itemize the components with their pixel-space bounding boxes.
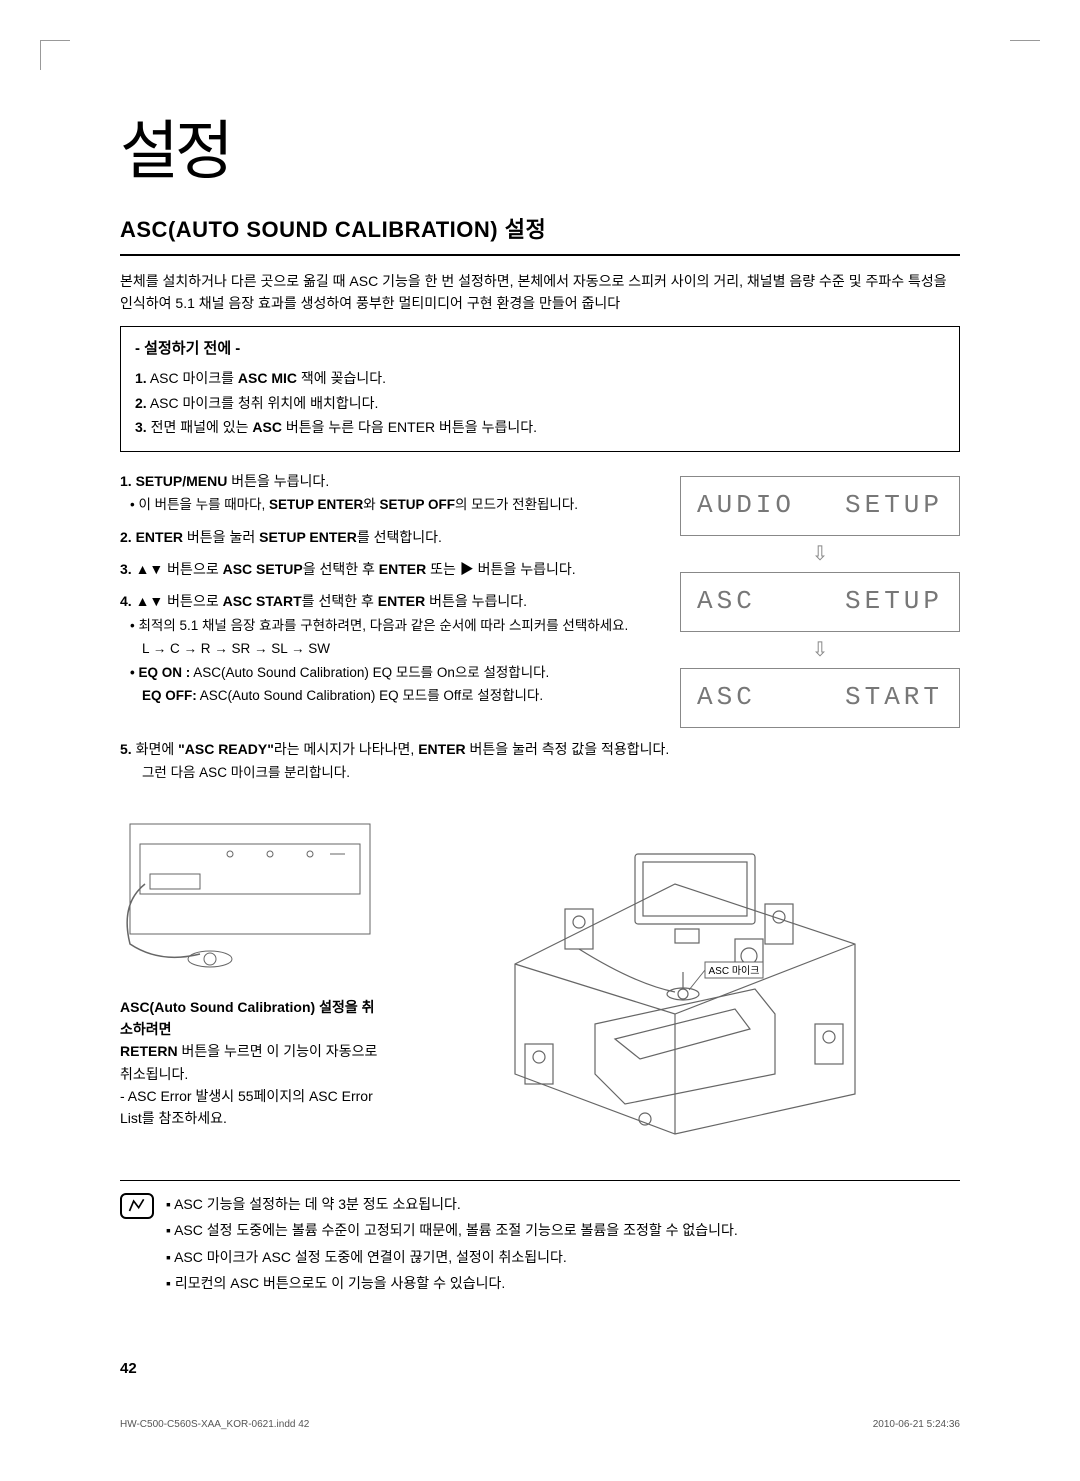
footer-file: HW-C500-C560S-XAA_KOR-0621.indd 42	[120, 1417, 309, 1433]
cancel-line-2: - ASC Error 발생시 55페이지의 ASC Error List를 참…	[120, 1085, 380, 1130]
step-4-bullet-1: • 최적의 5.1 채널 음장 효과를 구현하려면, 다음과 같은 순서에 따라…	[120, 615, 660, 637]
pre-step-1: 1. ASC 마이크를 ASC MIC 잭에 꽂습니다.	[135, 367, 945, 389]
step-5: 5. 화면에 "ASC READY"라는 메시지가 나타나면, ENTER 버튼…	[120, 738, 960, 784]
step-5-block: 5. 화면에 "ASC READY"라는 메시지가 나타나면, ENTER 버튼…	[120, 738, 960, 784]
room-diagram: ASC 마이크	[410, 814, 960, 1150]
page-title: 설정	[120, 100, 960, 202]
step-4: 4. ▲▼ 버튼으로 ASC START를 선택한 후 ENTER 버튼을 누릅…	[120, 590, 660, 707]
display-audio-setup: AUDIO SETUP	[680, 476, 960, 536]
eq-on: • EQ ON : ASC(Auto Sound Calibration) EQ…	[120, 662, 660, 684]
pre-step-2: 2. ASC 마이크를 청취 위치에 배치합니다.	[135, 392, 945, 414]
display-asc-setup: ASC SETUP	[680, 572, 960, 632]
crop-mark	[40, 40, 70, 70]
note-item: ASC 기능을 설정하는 데 약 3분 정도 소요됩니다.	[166, 1193, 960, 1215]
device-diagram: ASC(Auto Sound Calibration) 설정을 취소하려면 RE…	[120, 814, 380, 1130]
page-number: 42	[120, 1357, 137, 1381]
section-title: ASC(AUTO SOUND CALIBRATION) 설정	[120, 212, 960, 255]
step-2: 2. ENTER 버튼을 눌러 SETUP ENTER를 선택합니다.	[120, 526, 660, 548]
notes-list: ASC 기능을 설정하는 데 약 3분 정도 소요됩니다. ASC 설정 도중에…	[166, 1193, 960, 1299]
cancel-block: ASC(Auto Sound Calibration) 설정을 취소하려면 RE…	[120, 996, 380, 1130]
cancel-line-1: RETERN 버튼을 누르면 이 기능이 자동으로 취소됩니다.	[120, 1040, 380, 1085]
mic-label: ASC 마이크	[709, 965, 760, 977]
footer: HW-C500-C560S-XAA_KOR-0621.indd 42 2010-…	[120, 1417, 960, 1433]
pre-setup-title: - 설정하기 전에 -	[135, 337, 945, 361]
pre-setup-box: - 설정하기 전에 - 1. ASC 마이크를 ASC MIC 잭에 꽂습니다.…	[120, 326, 960, 451]
pre-step-3: 3. 전면 패널에 있는 ASC 버튼을 누른 다음 ENTER 버튼을 누릅니…	[135, 416, 945, 438]
note-icon	[120, 1193, 154, 1219]
down-arrow-icon: ⇩	[680, 538, 960, 570]
step-3: 3. ▲▼ 버튼으로 ASC SETUP을 선택한 후 ENTER 또는 ▶ 버…	[120, 558, 660, 580]
note-item: ASC 마이크가 ASC 설정 도중에 연결이 끊기면, 설정이 취소됩니다.	[166, 1246, 960, 1268]
step-1: 1. SETUP/MENU 버튼을 누릅니다. • 이 버튼을 누를 때마다, …	[120, 470, 660, 516]
display-panel-stack: AUDIO SETUP ⇩ ASC SETUP ⇩ ASC START	[680, 470, 960, 728]
main-steps-list: 1. SETUP/MENU 버튼을 누릅니다. • 이 버튼을 누를 때마다, …	[120, 470, 660, 708]
eq-off: EQ OFF: ASC(Auto Sound Calibration) EQ 모…	[120, 685, 660, 707]
crop-mark	[1010, 40, 1040, 70]
step-5-sub: 그런 다음 ASC 마이크를 분리합니다.	[120, 762, 960, 784]
down-arrow-icon: ⇩	[680, 634, 960, 666]
step-1-bullet: • 이 버튼을 누를 때마다, SETUP ENTER와 SETUP OFF의 …	[120, 494, 660, 516]
note-item: ASC 설정 도중에는 볼륨 수준이 고정되기 때문에, 볼륨 조절 기능으로 …	[166, 1219, 960, 1241]
notes-block: ASC 기능을 설정하는 데 약 3분 정도 소요됩니다. ASC 설정 도중에…	[120, 1180, 960, 1299]
note-item: 리모컨의 ASC 버튼으로도 이 기능을 사용할 수 있습니다.	[166, 1272, 960, 1294]
cancel-title: ASC(Auto Sound Calibration) 설정을 취소하려면	[120, 996, 380, 1041]
display-asc-start: ASC START	[680, 668, 960, 728]
intro-text: 본체를 설치하거나 다른 곳으로 옮길 때 ASC 기능을 한 번 설정하면, …	[120, 270, 960, 315]
speaker-order: L → C → R → SR → SL → SW	[120, 638, 660, 660]
footer-date: 2010-06-21 5:24:36	[873, 1417, 960, 1433]
